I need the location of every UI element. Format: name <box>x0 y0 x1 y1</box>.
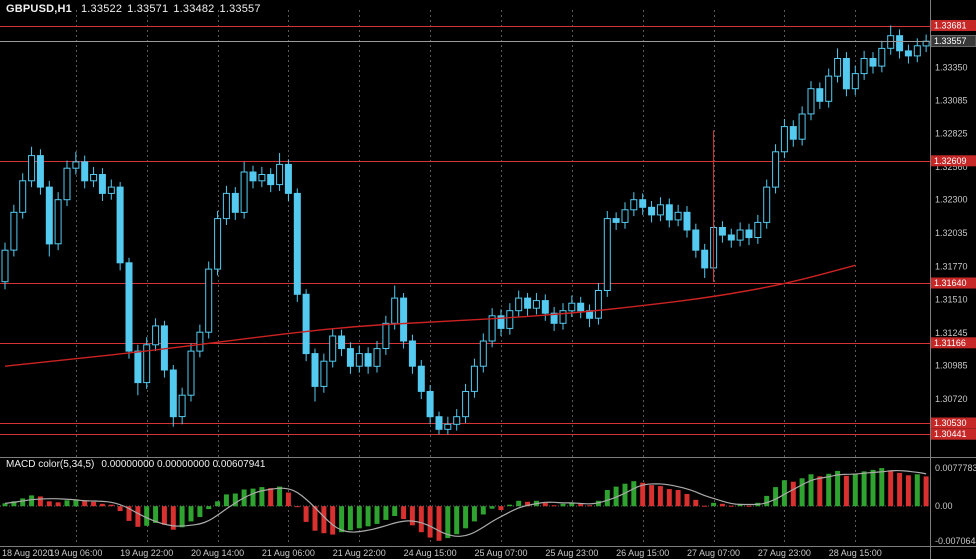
close-value: 1.33557 <box>219 3 261 15</box>
svg-text:27 Aug 23:00: 27 Aug 23:00 <box>758 548 811 558</box>
svg-text:27 Aug 07:00: 27 Aug 07:00 <box>687 548 740 558</box>
svg-text:20 Aug 14:00: 20 Aug 14:00 <box>191 548 244 558</box>
svg-text:19 Aug 22:00: 19 Aug 22:00 <box>120 548 173 558</box>
svg-text:1.31640: 1.31640 <box>934 278 967 288</box>
svg-text:1.33085: 1.33085 <box>935 96 968 106</box>
low-value: 1.33482 <box>173 3 215 15</box>
svg-text:1.30720: 1.30720 <box>935 394 968 404</box>
macd-histogram <box>0 468 930 541</box>
level-lines <box>0 26 930 435</box>
svg-text:1.32560: 1.32560 <box>935 162 968 172</box>
svg-text:1.31245: 1.31245 <box>935 328 968 338</box>
svg-text:1.32825: 1.32825 <box>935 129 968 139</box>
ma-line <box>4 264 856 367</box>
svg-text:26 Aug 15:00: 26 Aug 15:00 <box>616 548 669 558</box>
svg-text:21 Aug 06:00: 21 Aug 06:00 <box>262 548 315 558</box>
svg-text:21 Aug 22:00: 21 Aug 22:00 <box>333 548 386 558</box>
svg-text:1.31770: 1.31770 <box>935 262 968 272</box>
svg-text:24 Aug 15:00: 24 Aug 15:00 <box>404 548 457 558</box>
svg-text:1.32300: 1.32300 <box>935 195 968 205</box>
svg-text:-0.0070644: -0.0070644 <box>935 536 976 546</box>
macd-signal-line <box>4 469 927 537</box>
svg-text:25 Aug 07:00: 25 Aug 07:00 <box>474 548 527 558</box>
svg-text:1.33681: 1.33681 <box>934 21 967 31</box>
svg-text:1.30530: 1.30530 <box>934 418 967 428</box>
svg-text:1.30985: 1.30985 <box>935 361 968 371</box>
grid-period-separators <box>76 10 856 545</box>
svg-text:0.0077783: 0.0077783 <box>935 463 976 473</box>
candles-layer <box>1 25 930 435</box>
price-axis: 1.33350 1.33085 1.32825 1.32560 1.32300 1.320… <box>935 62 968 404</box>
macd-indicator-name: MACD color(5,34,5) <box>6 459 95 470</box>
svg-text:1.31166: 1.31166 <box>934 338 966 348</box>
svg-text:0.00: 0.00 <box>935 501 953 511</box>
symbol-timeframe-label: GBPUSD,H1 <box>6 3 72 15</box>
svg-text:18 Aug 2020: 18 Aug 2020 <box>2 548 53 558</box>
high-value: 1.33571 <box>127 3 169 15</box>
svg-text:1.31510: 1.31510 <box>935 294 968 304</box>
macd-axis: 0.0077783 0.00 -0.0070644 <box>935 463 976 546</box>
open-value: 1.33522 <box>80 3 123 15</box>
macd-indicator-values: 0.00000000 0.00000000 0.00607941 <box>101 459 266 470</box>
svg-text:1.32035: 1.32035 <box>935 228 968 238</box>
svg-text:1.32609: 1.32609 <box>934 156 967 166</box>
svg-text:28 Aug 15:00: 28 Aug 15:00 <box>829 548 882 558</box>
chart-ohlc-header: GBPUSD,H1 1.33522 1.33571 1.33482 1.33557 <box>6 3 266 15</box>
price-tags: 1.33681 1.32609 1.31640 1.31166 1.305301.304… <box>930 20 976 440</box>
svg-text:1.33557: 1.33557 <box>934 36 967 46</box>
svg-text:1.33350: 1.33350 <box>935 62 968 72</box>
macd-indicator-header: MACD color(5,34,5) 0.00000000 0.00000000 … <box>6 459 265 470</box>
svg-text:19 Aug 06:00: 19 Aug 06:00 <box>49 548 102 558</box>
svg-text:1.30441: 1.30441 <box>934 429 967 439</box>
svg-text:25 Aug 23:00: 25 Aug 23:00 <box>545 548 598 558</box>
